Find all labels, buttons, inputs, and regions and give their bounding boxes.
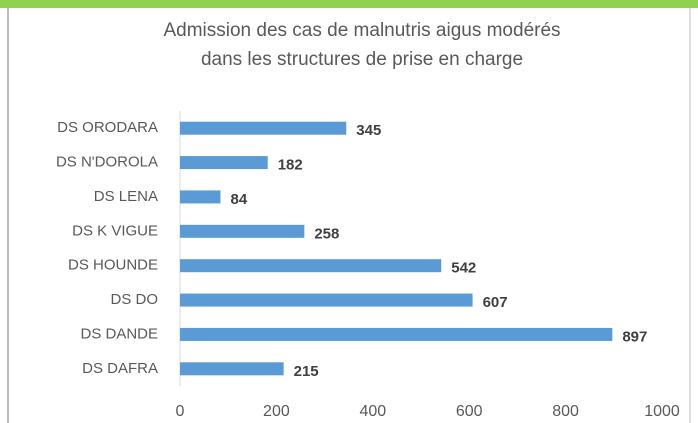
y-tick-label: DS HOUNDE <box>68 257 158 274</box>
bar <box>180 224 305 238</box>
x-tick-label: 600 <box>456 403 483 420</box>
y-tick-label: DS N'DOROLA <box>56 154 158 171</box>
top-strip <box>0 0 698 8</box>
y-tick-label: DS DO <box>110 291 158 308</box>
value-label: 897 <box>622 328 647 345</box>
x-tick-label: 0 <box>176 403 185 420</box>
bar <box>180 362 284 376</box>
y-tick-label: DS LENA <box>94 188 158 205</box>
bar <box>180 190 221 204</box>
value-label: 345 <box>356 122 381 139</box>
value-label: 182 <box>278 157 303 174</box>
x-tick-label: 400 <box>359 403 386 420</box>
y-tick-label: DS DANDE <box>80 325 158 342</box>
bar <box>180 259 442 273</box>
x-tick-label: 1000 <box>644 403 680 420</box>
bar <box>180 156 268 170</box>
y-tick-label: DS DAFRA <box>82 360 158 377</box>
value-label: 84 <box>230 191 247 208</box>
y-tick-label: DS K VIGUE <box>72 222 158 239</box>
y-tick-label: DS ORODARA <box>57 119 158 136</box>
value-label: 215 <box>294 363 319 380</box>
bar <box>180 293 473 307</box>
x-tick-label: 200 <box>263 403 290 420</box>
bar <box>180 121 347 135</box>
x-tick-label: 800 <box>552 403 579 420</box>
value-label: 607 <box>483 294 508 311</box>
value-label: 258 <box>314 225 339 242</box>
value-label: 542 <box>451 260 476 277</box>
chart-title: dans les structures de prise en charge <box>201 49 523 70</box>
bar <box>180 327 613 341</box>
chart-title: Admission des cas de malnutris aigus mod… <box>163 20 560 41</box>
